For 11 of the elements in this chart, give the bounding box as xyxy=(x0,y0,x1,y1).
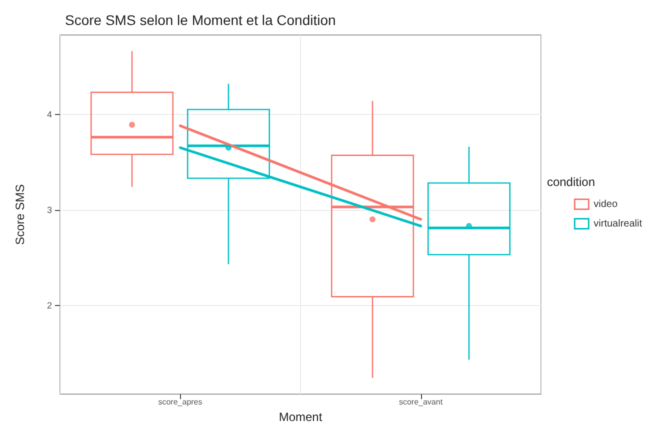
legend-title: condition xyxy=(546,175,596,189)
x-tick-label: score_avant xyxy=(398,398,444,407)
legend-label: video xyxy=(594,198,618,210)
x-axis-title: Moment xyxy=(278,410,323,424)
y-tick-label: 3 xyxy=(46,204,52,215)
x-tick-label: score_apres xyxy=(158,398,202,407)
chart-title: Score SMS selon le Moment et la Condition xyxy=(65,12,336,28)
legend-label: virtualrealit xyxy=(594,218,642,230)
y-tick-label: 4 xyxy=(46,109,52,120)
y-axis-title: Score SMS xyxy=(13,184,27,245)
y-tick-label: 2 xyxy=(46,300,52,310)
